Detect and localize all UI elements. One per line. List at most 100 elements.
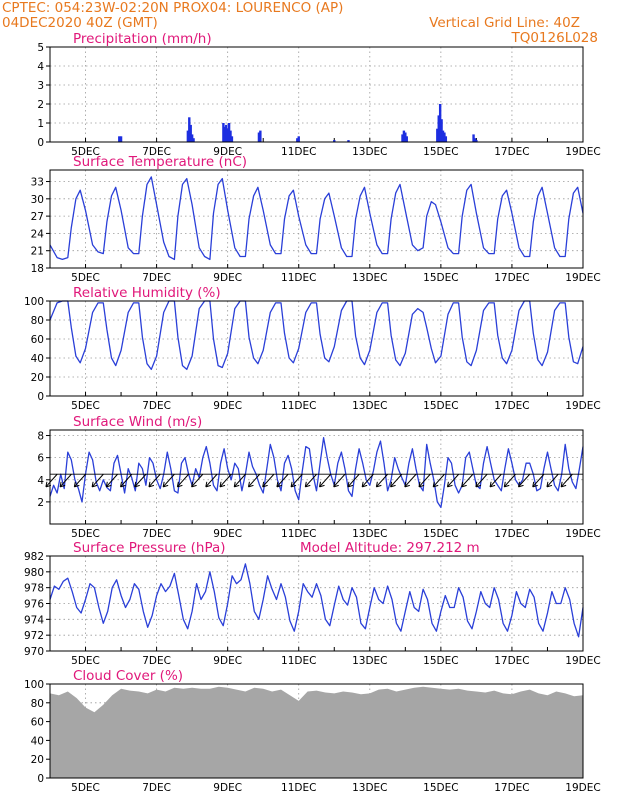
model-altitude-label: Model Altitude: 297.212 m [300, 540, 480, 556]
wind-arrow [390, 473, 403, 488]
precip-bar [404, 132, 407, 142]
wind-arrow-head [176, 481, 183, 488]
wind-arrow-head [333, 481, 339, 488]
x-tick-label: 7DEC [142, 528, 171, 540]
wind-arrow-head [503, 481, 510, 488]
header: CPTEC: 054:23W-02:20N PROX04: LOURENCO (… [0, 0, 618, 48]
x-tick-label: 9DEC [213, 272, 242, 284]
precip-bar [222, 123, 225, 142]
wind-arrow [361, 473, 374, 488]
wind-arrow-head [91, 481, 98, 488]
precip-bar [188, 117, 191, 142]
wind-arrow-head [432, 481, 439, 488]
y-tick-label: 24 [31, 228, 45, 240]
wind-arrow-head [134, 481, 140, 488]
wind-arrow-head [247, 481, 254, 488]
precip-bar [259, 130, 262, 142]
x-tick-label: 5DEC [71, 655, 100, 667]
wind-arrow-head [418, 481, 425, 488]
x-tick-label: 11DEC [281, 528, 316, 540]
wind-arrow [134, 473, 147, 488]
x-tick-label: 15DEC [423, 400, 458, 412]
panel-frame [49, 683, 584, 779]
wind-arrow-head [105, 481, 112, 488]
y-tick-label: 40 [31, 353, 44, 365]
precip-bar [441, 130, 445, 142]
y-tick-label: 972 [24, 630, 44, 642]
wind-arrow [177, 473, 189, 488]
x-tick-label: 19DEC [565, 146, 600, 158]
precip-bar [189, 124, 192, 142]
wind-arrow [532, 473, 545, 488]
x-tick-label: 15DEC [423, 146, 458, 158]
precip-bar [444, 136, 448, 142]
wind-arrow [219, 473, 232, 488]
y-tick-label: 2 [37, 99, 44, 111]
precip-bar [475, 140, 478, 142]
wind-arrow-head [304, 481, 311, 488]
x-tick-label: 11DEC [281, 272, 316, 284]
wind-arrow [418, 473, 431, 488]
wind-arrow [120, 473, 133, 488]
panel-frame [49, 429, 584, 525]
wind-arrow [304, 473, 317, 488]
wind-arrow [59, 473, 72, 488]
precip-bar [190, 134, 194, 142]
cloud-cover-area [50, 686, 583, 778]
panel-title: Precipitation (mm/h) [73, 31, 212, 47]
y-tick-label: 20 [31, 754, 44, 766]
panel-frame [49, 46, 584, 143]
x-tick-label: 7DEC [142, 272, 171, 284]
y-tick-label: 970 [24, 646, 44, 658]
wind-arrow-head [446, 481, 453, 488]
series-line-wind [49, 437, 584, 509]
precip-bar [402, 130, 406, 142]
wind-arrow [262, 473, 275, 488]
panel-title: Surface Wind (m/s) [73, 414, 202, 430]
x-tick-label: 17DEC [494, 400, 529, 412]
x-tick-label: 13DEC [352, 146, 387, 158]
x-tick-label: 17DEC [494, 528, 529, 540]
y-tick-label: 33 [31, 177, 44, 189]
x-tick-label: 13DEC [352, 272, 387, 284]
x-tick-label: 15DEC [423, 782, 458, 794]
x-tick-label: 17DEC [494, 146, 529, 158]
x-tick-label: 7DEC [142, 400, 171, 412]
series-line-temp [49, 176, 584, 261]
y-tick-label: 980 [24, 567, 44, 579]
wind-arrow-head [73, 481, 80, 488]
precip-bar [223, 126, 227, 142]
y-tick-label: 6 [37, 453, 44, 465]
wind-arrow-head [347, 481, 354, 488]
precip-bar [226, 128, 229, 142]
y-tick-label: 18 [31, 263, 44, 275]
x-tick-label: 13DEC [352, 400, 387, 412]
wind-arrow [375, 473, 388, 488]
y-tick-label: 30 [31, 194, 44, 206]
y-tick-label: 60 [31, 334, 44, 346]
panel-title: Relative Humidity (%) [73, 285, 221, 301]
x-tick-label: 13DEC [352, 528, 387, 540]
y-tick-label: 4 [37, 475, 44, 487]
wind-arrow-head [375, 481, 382, 488]
x-tick-label: 9DEC [213, 655, 242, 667]
wind-arrow [503, 473, 516, 488]
y-tick-label: 40 [31, 735, 44, 747]
wind-arrow-head [361, 481, 368, 488]
y-tick-label: 982 [24, 551, 44, 563]
precip-bar [186, 130, 190, 142]
x-tick-label: 15DEC [423, 655, 458, 667]
wind-arrow [290, 473, 303, 488]
panel-precip: Precipitation (mm/h) 0 1 2 3 4 5 5DEC 7DEC 9DEC 11… [37, 31, 600, 158]
precip-bar [437, 115, 440, 142]
run-datetime: 04DEC2020 40Z (GMT) [2, 15, 158, 31]
y-tick-label: 20 [31, 372, 44, 384]
wind-arrow [546, 473, 559, 488]
x-tick-label: 11DEC [281, 782, 316, 794]
y-tick-label: 100 [24, 679, 44, 691]
panel-title: Surface Pressure (hPa) [73, 540, 226, 556]
wind-arrow-head [59, 481, 66, 488]
station-line: CPTEC: 054:23W-02:20N PROX04: LOURENCO (… [2, 0, 344, 16]
wind-arrow-head [233, 481, 240, 488]
x-tick-label: 7DEC [142, 146, 171, 158]
